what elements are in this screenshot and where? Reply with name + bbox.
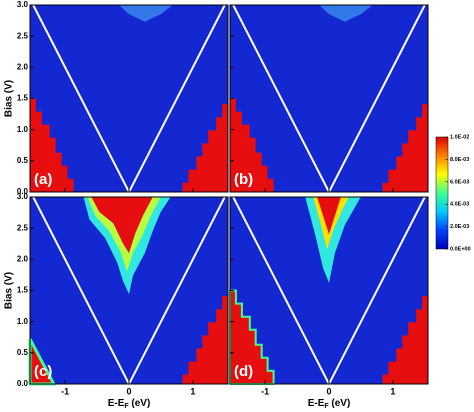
intensity-region: [305, 197, 361, 283]
x-tick-label: -1: [61, 386, 69, 396]
y-tick-label: 2.0: [17, 254, 29, 263]
x-axis-label-part: E-E: [308, 398, 325, 409]
intensity-region: [382, 296, 428, 384]
x-axis-label-part: E-E: [108, 398, 125, 409]
intensity-region: [382, 104, 428, 192]
x-axis-label: E-EF (eV): [108, 398, 151, 410]
intensity-region: [229, 289, 275, 385]
colorbar-tick-label: 1.0E-02: [450, 134, 469, 140]
y-tick-label: 3.0: [17, 192, 29, 201]
colorbar-tick-label: 0.0E+00: [450, 246, 471, 252]
y-tick-label: 3.0: [17, 0, 29, 9]
x-tick-label: 1: [390, 386, 395, 396]
y-tick-label: 0.0: [17, 187, 29, 196]
x-axis-label-part: F: [324, 403, 329, 410]
heatmap-background: [230, 5, 428, 192]
y-tick-label: 0.5: [17, 348, 29, 357]
panel-label: (c): [34, 363, 52, 380]
y-tick-label: 1.5: [17, 94, 29, 103]
y-tick-label: 2.0: [17, 62, 29, 71]
y-tick-label: 2.5: [17, 31, 29, 40]
intensity-region: [91, 197, 153, 254]
colorbar: [435, 136, 449, 250]
intensity-region: [319, 5, 373, 22]
panel-label: (d): [234, 363, 253, 380]
x-tick-label: 1: [190, 386, 195, 396]
intensity-region: [182, 104, 228, 192]
panel-label: (b): [234, 171, 253, 188]
intensity-region: [30, 98, 74, 192]
x-tick-label: 0: [326, 386, 331, 396]
colorbar-tick-label: 4.0E-03: [450, 202, 469, 208]
x-tick-label: -1: [261, 386, 269, 396]
colorbar-tick-label: 6.0E-03: [450, 179, 469, 185]
colorbar-tick-label: 2.0E-03: [450, 224, 469, 230]
y-tick-label: 0.5: [17, 156, 29, 165]
x-axis-label-part: (eV): [129, 398, 151, 409]
y-tick-label: 2.5: [17, 223, 29, 232]
y-tick-label: 0.0: [17, 379, 29, 388]
colorbar-tick-label: 8.0E-03: [450, 157, 469, 163]
panel-label: (a): [34, 171, 52, 188]
y-tick-label: 1.0: [17, 125, 29, 134]
x-axis-label-part: F: [124, 403, 129, 410]
heatmap-background: [30, 5, 228, 192]
y-axis-label: Bias (V): [4, 272, 15, 309]
x-axis-label-part: (eV): [329, 398, 351, 409]
y-axis-label: Bias (V): [4, 80, 15, 117]
y-tick-label: 1.5: [17, 286, 29, 295]
intensity-region: [182, 296, 228, 384]
intensity-region: [317, 197, 341, 235]
intensity-region: [119, 5, 173, 22]
intensity-region: [230, 98, 274, 192]
x-axis-label: E-EF (eV): [308, 398, 351, 410]
x-tick-label: 0: [126, 386, 131, 396]
y-tick-label: 1.0: [17, 317, 29, 326]
